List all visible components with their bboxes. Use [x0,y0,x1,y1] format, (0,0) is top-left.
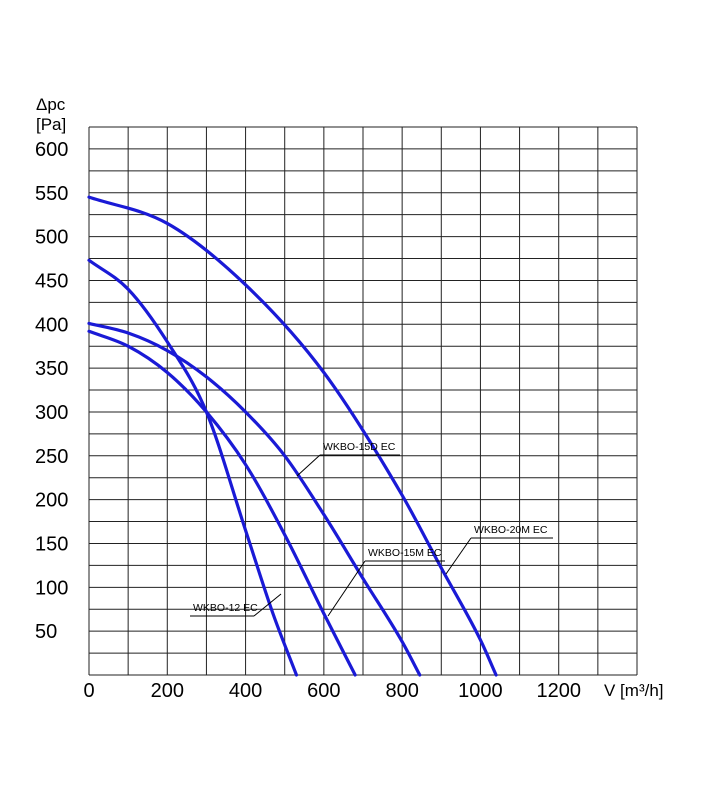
series-label-0: WKBO-12 EC [193,602,258,614]
series-line-0 [87,258,299,677]
series-line-2 [87,321,422,677]
series-lines [87,195,498,677]
x-tick-label: 1000 [458,680,503,702]
y-axis-label-line1: Δpc [36,95,66,114]
x-axis-label: V [m³/h] [604,681,664,700]
series-line-3 [87,195,498,677]
x-tick-label: 400 [229,680,262,702]
y-tick-label: 550 [35,183,68,205]
series-callouts: WKBO-12 EC WKBO-15M EC WKBO-15D EC WKBO-20M… [190,441,553,617]
callout-leader [445,537,472,575]
x-tick-label: 800 [385,680,418,702]
series-line-1 [87,329,357,677]
y-tick-label: 150 [35,533,68,555]
x-tick-label: 200 [151,680,184,702]
series-label-1: WKBO-15M EC [368,547,442,559]
y-tick-label: 200 [35,490,68,512]
y-tick-label: 450 [35,270,68,292]
y-tick-label: 400 [35,314,68,336]
y-tick-label: 350 [35,358,68,380]
y-tick-label: 250 [35,446,68,468]
y-axis-label-line2: [Pa] [36,115,66,134]
x-tick-label: 1200 [536,680,581,702]
y-tick-label: 500 [35,227,68,249]
x-tick-label: 0 [83,680,94,702]
y-tick-label: 300 [35,402,68,424]
series-label-3: WKBO-20M EC [474,524,548,536]
callout-leader [253,593,282,617]
callout-leader [296,454,321,477]
y-tick-label: 600 [35,139,68,161]
grid [88,126,638,676]
tick-labels: 0 200 400 600 800 1000 1200 50 100 150 200 250 300 35… [35,139,581,702]
callout-leader [327,560,366,617]
y-tick-label: 100 [35,577,68,599]
y-tick-label: 50 [35,621,57,643]
series-label-2: WKBO-15D EC [323,441,396,453]
x-tick-label: 600 [307,680,340,702]
